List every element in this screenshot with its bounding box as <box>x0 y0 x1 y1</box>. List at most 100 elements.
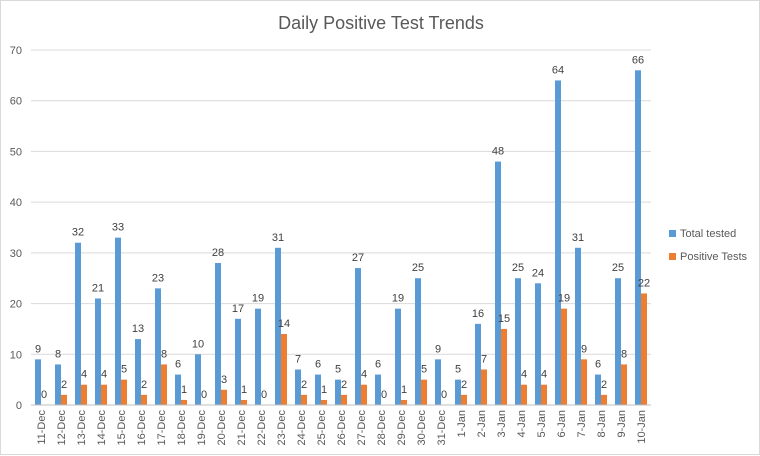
data-label-total-tested: 16 <box>472 308 484 320</box>
bar-total-tested <box>355 268 361 405</box>
bar-positive-tests <box>561 308 567 405</box>
data-label-positive-tests: 5 <box>421 364 427 376</box>
bar-total-tested <box>235 318 241 405</box>
data-label-positive-tests: 0 <box>261 389 267 401</box>
x-tick-label: 13-Dec <box>76 410 88 446</box>
x-tick-label: 15-Dec <box>116 410 128 446</box>
data-label-total-tested: 31 <box>572 232 584 244</box>
x-tick-label: 20-Dec <box>216 410 228 446</box>
data-label-total-tested: 23 <box>152 272 164 284</box>
data-label-positive-tests: 2 <box>341 379 347 391</box>
x-tick-label: 8-Jan <box>596 410 608 438</box>
x-tick-label: 27-Dec <box>356 410 368 446</box>
data-label-positive-tests: 1 <box>321 384 327 396</box>
bar-positive-tests <box>321 399 327 405</box>
data-label-positive-tests: 7 <box>481 354 487 366</box>
bar-positive-tests <box>341 394 347 405</box>
data-label-positive-tests: 0 <box>381 389 387 401</box>
data-label-positive-tests: 0 <box>201 389 207 401</box>
data-label-positive-tests: 4 <box>521 369 527 381</box>
bar-positive-tests <box>161 364 167 405</box>
y-tick-label: 40 <box>10 197 22 209</box>
bar-total-tested <box>155 288 161 405</box>
data-label-positive-tests: 19 <box>558 293 570 305</box>
bar-positive-tests <box>401 399 407 405</box>
data-label-total-tested: 9 <box>435 343 441 355</box>
data-label-total-tested: 24 <box>532 267 544 279</box>
bar-total-tested <box>435 359 441 405</box>
bar-total-tested <box>455 379 461 405</box>
x-tick-label: 12-Dec <box>56 410 68 446</box>
bar-series <box>35 70 647 406</box>
x-tick-label: 25-Dec <box>316 410 328 446</box>
bar-positive-tests <box>461 394 467 405</box>
x-tick-label: 28-Dec <box>376 410 388 446</box>
bar-positive-tests <box>241 399 247 405</box>
bar-positive-tests <box>81 384 87 405</box>
bar-total-tested <box>415 278 421 405</box>
bar-total-tested <box>495 161 501 405</box>
data-label-positive-tests: 1 <box>241 384 247 396</box>
data-label-total-tested: 27 <box>352 252 364 264</box>
legend: Total tested Positive Tests <box>669 228 748 263</box>
data-label-total-tested: 25 <box>512 262 524 274</box>
bar-positive-tests <box>581 359 587 405</box>
bar-total-tested <box>75 242 81 405</box>
x-tick-label: 26-Dec <box>336 410 348 446</box>
x-tick-label: 1-Jan <box>456 410 468 438</box>
data-label-total-tested: 25 <box>412 262 424 274</box>
x-tick-label: 14-Dec <box>96 410 108 446</box>
bar-total-tested <box>635 70 641 406</box>
data-label-positive-tests: 1 <box>181 384 187 396</box>
data-label-total-tested: 31 <box>272 232 284 244</box>
bar-positive-tests <box>281 334 287 405</box>
gridlines <box>31 49 651 355</box>
chart-title: Daily Positive Test Trends <box>278 13 484 33</box>
data-label-positive-tests: 8 <box>161 348 167 360</box>
data-label-positive-tests: 2 <box>461 379 467 391</box>
data-label-total-tested: 19 <box>252 293 264 305</box>
data-label-total-tested: 9 <box>35 343 41 355</box>
bar-positive-tests <box>521 384 527 405</box>
data-label-total-tested: 33 <box>112 222 124 234</box>
bar-positive-tests <box>101 384 107 405</box>
bar-total-tested <box>335 379 341 405</box>
bar-total-tested <box>275 247 281 405</box>
bar-total-tested <box>315 374 321 405</box>
data-label-total-tested: 8 <box>55 348 61 360</box>
bar-positive-tests <box>501 328 507 405</box>
bar-positive-tests <box>421 379 427 405</box>
data-label-total-tested: 25 <box>612 262 624 274</box>
y-tick-label: 0 <box>16 400 22 412</box>
bar-total-tested <box>475 323 481 405</box>
data-label-positive-tests: 14 <box>278 318 290 330</box>
x-tick-label: 7-Jan <box>576 410 588 438</box>
data-label-total-tested: 66 <box>632 54 644 66</box>
bar-total-tested <box>35 359 41 405</box>
x-tick-label: 22-Dec <box>256 410 268 446</box>
bar-positive-tests <box>621 364 627 405</box>
bar-total-tested <box>595 374 601 405</box>
data-label-positive-tests: 4 <box>541 369 547 381</box>
data-label-total-tested: 5 <box>335 364 341 376</box>
data-label-positive-tests: 8 <box>621 348 627 360</box>
data-label-total-tested: 7 <box>295 354 301 366</box>
bar-positive-tests <box>641 293 647 405</box>
x-tick-label: 5-Jan <box>536 410 548 438</box>
x-tick-label: 19-Dec <box>196 410 208 446</box>
data-label-total-tested: 32 <box>72 227 84 239</box>
bar-total-tested <box>135 339 141 405</box>
bar-total-tested <box>215 263 221 405</box>
bar-positive-tests <box>301 394 307 405</box>
x-tick-label: 17-Dec <box>156 410 168 446</box>
data-label-positive-tests: 22 <box>638 277 650 289</box>
bar-positive-tests <box>221 389 227 405</box>
bar-total-tested <box>95 298 101 405</box>
data-label-positive-tests: 3 <box>221 374 227 386</box>
y-axis: 0 10 20 30 40 50 60 70 <box>10 45 22 412</box>
x-tick-label: 6-Jan <box>556 410 568 438</box>
bar-total-tested <box>515 278 521 405</box>
data-label-positive-tests: 1 <box>401 384 407 396</box>
